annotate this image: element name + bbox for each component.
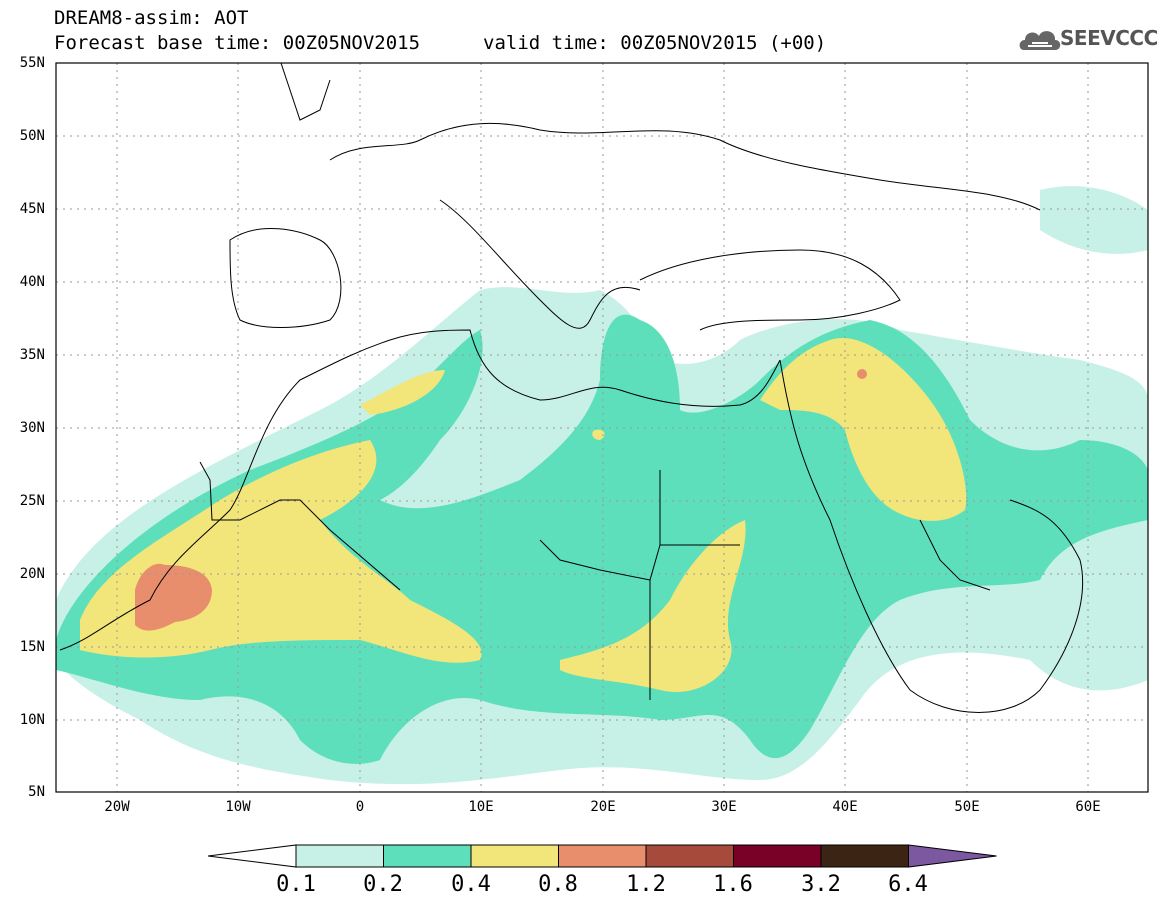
coastlines — [59, 63, 1084, 713]
colorbar-swatch-1 — [295, 844, 384, 868]
lat-label-45n: 45N — [19, 201, 45, 217]
colorbar-label-6.4: 6.4 — [888, 872, 928, 897]
colorbar-arrow-low — [207, 844, 297, 868]
lon-label-60e: 60E — [1075, 799, 1101, 815]
colorbar-label-0.1: 0.1 — [276, 872, 316, 897]
colorbar-label-0.4: 0.4 — [451, 872, 491, 897]
lon-label-50e: 50E — [954, 799, 980, 815]
lat-label-55n: 55N — [19, 55, 45, 71]
lat-label-25n: 25N — [19, 493, 45, 509]
colorbar-swatch-4 — [558, 844, 647, 868]
colorbar-swatch-3 — [470, 844, 559, 868]
logo-text: SEEVCCC — [1060, 26, 1158, 50]
aot-band-0.8 — [135, 369, 867, 631]
valid-time: valid time: 00Z05NOV2015 (+00) — [483, 32, 827, 54]
colorbar-swatch-7 — [820, 844, 909, 868]
lon-label-0: 0 — [355, 799, 365, 815]
colorbar-swatch-5 — [645, 844, 734, 868]
lon-label-10w: 10W — [225, 799, 251, 815]
lon-label-40e: 40E — [832, 799, 858, 815]
lon-label-10e: 10E — [468, 799, 494, 815]
colorbar — [207, 844, 997, 868]
colorbar-swatch-6 — [733, 844, 822, 868]
colorbar-label-0.8: 0.8 — [538, 872, 578, 897]
map-title: DREAM8-assim: AOT — [54, 7, 249, 29]
cloud-logo-icon — [1019, 31, 1061, 50]
colorbar-label-3.2: 3.2 — [801, 872, 841, 897]
lat-label-40n: 40N — [19, 274, 45, 290]
forecast-base-time: Forecast base time: 00Z05NOV2015 — [54, 32, 421, 54]
lat-label-5n: 5N — [28, 784, 45, 800]
aot-shading — [56, 186, 1148, 785]
colorbar-label-1.6: 1.6 — [713, 872, 753, 897]
lat-label-15n: 15N — [19, 639, 45, 655]
lat-label-10n: 10N — [19, 712, 45, 728]
lat-label-30n: 30N — [19, 420, 45, 436]
map-frame — [55, 62, 1149, 793]
colorbar-label-0.2: 0.2 — [363, 872, 403, 897]
lon-label-20e: 20E — [590, 799, 616, 815]
colorbar-swatch-2 — [383, 844, 472, 868]
lat-label-35n: 35N — [19, 347, 45, 363]
lon-label-30e: 30E — [711, 799, 737, 815]
lat-label-50n: 50N — [19, 128, 45, 144]
graticule — [56, 63, 1148, 792]
colorbar-arrow-high — [908, 844, 997, 868]
lon-label-20w: 20W — [104, 799, 130, 815]
colorbar-label-1.2: 1.2 — [626, 872, 666, 897]
lat-label-20n: 20N — [19, 566, 45, 582]
